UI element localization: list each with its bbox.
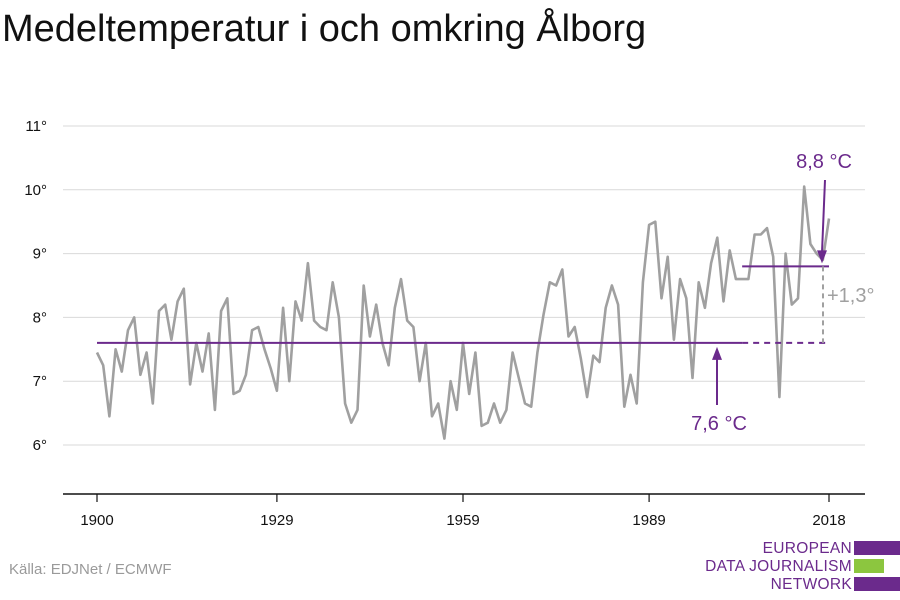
x-tick-label: 1929 <box>260 512 293 529</box>
y-tick-label: 11° <box>25 118 47 135</box>
annotations-layer: 7,6 °C 8,8 °C +1,3° <box>97 151 874 435</box>
edjnet-logo: EUROPEAN DATA JOURNALISM NETWORK <box>700 538 900 598</box>
recent-arrow-head <box>817 250 827 264</box>
chart-title: Medeltemperatur i och omkring Ålborg <box>2 8 647 50</box>
logo-bar-purple-1 <box>854 541 900 555</box>
source-credit: Källa: EDJNet / ECMWF <box>9 561 172 578</box>
y-tick-label: 10° <box>24 182 47 199</box>
baseline-arrow-head <box>712 346 722 360</box>
recent-label: 8,8 °C <box>796 151 852 173</box>
difference-label: +1,3° <box>827 285 874 307</box>
temperature-series-line <box>95 185 831 440</box>
series-layer <box>95 185 831 440</box>
baseline-label: 7,6 °C <box>691 413 747 435</box>
x-tick-label: 1989 <box>632 512 665 529</box>
logo-line-1: EUROPEAN <box>762 540 852 557</box>
x-tick-label: 1900 <box>80 512 113 529</box>
y-axis-labels: 6° 7° 8° 9° 10° 11° <box>24 118 47 454</box>
y-tick-label: 8° <box>33 309 47 326</box>
x-tick-label: 2018 <box>812 512 845 529</box>
logo-line-2: DATA JOURNALISM <box>705 558 852 575</box>
gridlines <box>63 125 865 446</box>
logo-bar-green <box>854 559 884 573</box>
y-tick-label: 6° <box>33 437 47 454</box>
logo-bar-purple-2 <box>854 577 900 591</box>
y-tick-label: 7° <box>33 373 47 390</box>
logo-line-3: NETWORK <box>770 576 852 593</box>
x-axis: 1900 1929 1959 1989 2018 <box>63 493 865 529</box>
recent-arrow-shaft <box>821 179 826 253</box>
y-tick-label: 9° <box>33 246 47 263</box>
x-tick-label: 1959 <box>446 512 479 529</box>
